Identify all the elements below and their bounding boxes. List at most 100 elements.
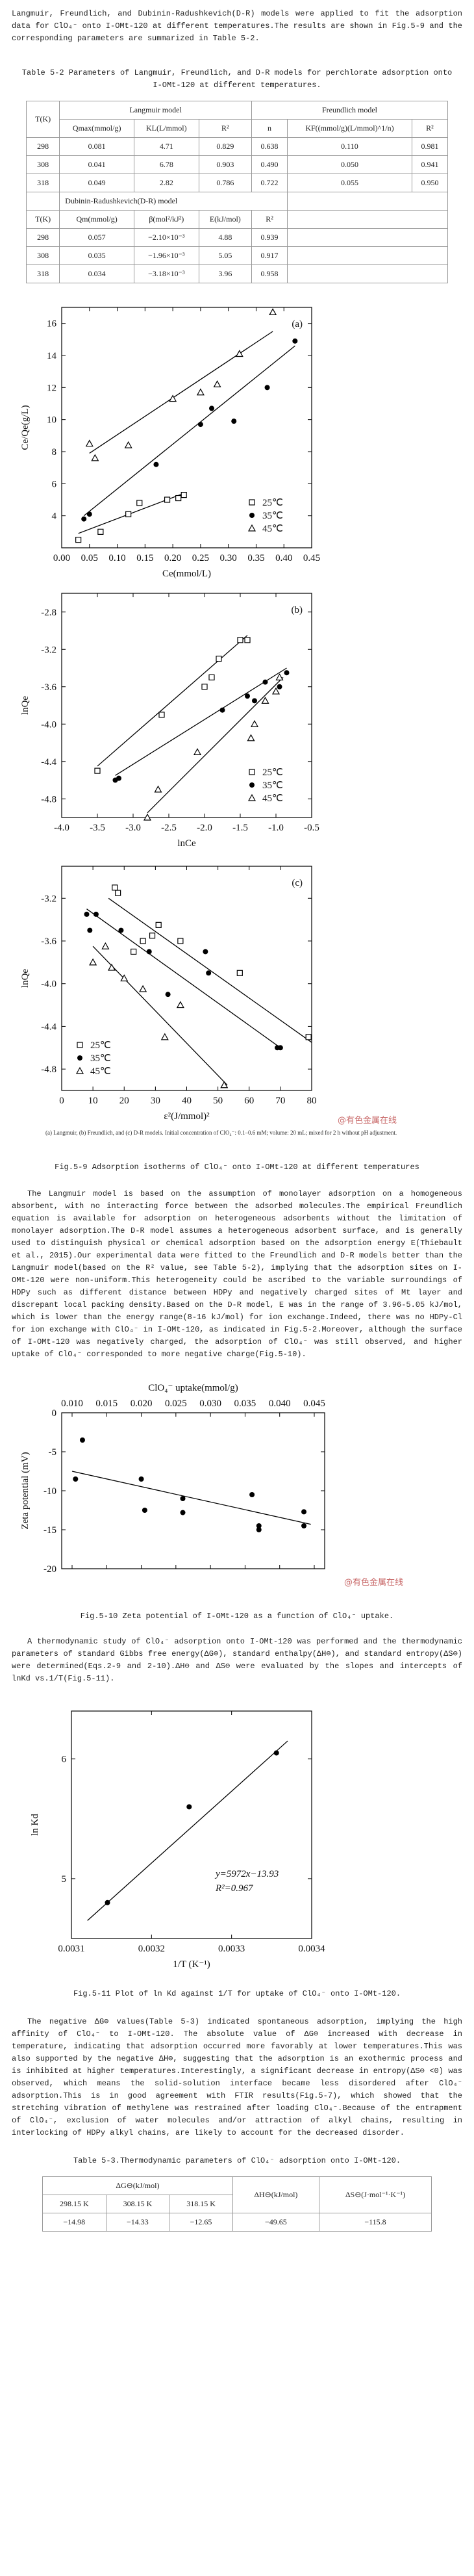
td: 0.981 [411, 137, 449, 156]
point [256, 1527, 262, 1532]
y-axis-label: ln Kd [30, 1814, 40, 1836]
td: 0.950 [411, 174, 449, 192]
plot-frame [71, 1710, 312, 1939]
y-tick-label: 5 [62, 1874, 67, 1885]
figure-5-11: 0.0031 0.0032 0.0033 0.0034 5 6 1/T (K⁻¹) ln Kd… [30, 1710, 325, 1970]
point [277, 684, 282, 689]
point [206, 970, 212, 976]
legend-marker [249, 499, 255, 506]
td: 0.722 [251, 174, 288, 192]
point [176, 1001, 184, 1009]
point [140, 938, 146, 944]
x-tick-label: 0.10 [108, 553, 125, 563]
th: KL(L/mmol) [133, 119, 199, 138]
point [177, 938, 184, 944]
point [209, 406, 214, 411]
td: 0.050 [287, 155, 412, 174]
table-caption: Table 5-2 Parameters of Langmuir, Freund… [21, 68, 453, 90]
th: R² [411, 119, 449, 138]
annotation: R²=0.967 [215, 1883, 254, 1894]
td: 0.041 [59, 155, 134, 174]
point [175, 495, 182, 502]
x-tick-label: 80 [307, 1096, 317, 1106]
td: −12.65 [169, 2213, 233, 2232]
table-row: 318 0.034 −3.18×10⁻³ 3.96 0.958 [25, 264, 448, 283]
legend-label: 25℃ [262, 767, 283, 778]
y-axis-label: Zeta potential (mV) [20, 1452, 31, 1529]
watermark: @有色金属在线 [338, 1115, 397, 1126]
point [250, 720, 259, 727]
th: E(kJ/mol) [198, 210, 252, 229]
x-tick-label: 0.035 [234, 1398, 256, 1409]
point [86, 511, 92, 517]
td: 5.05 [198, 246, 252, 265]
fit-line [147, 676, 284, 814]
td: 0.638 [251, 137, 288, 156]
td: 0.490 [251, 155, 288, 174]
panel-a: 0.00 0.05 0.10 0.15 0.20 0.25 0.30 0.35 0.40 0.45… [20, 307, 320, 579]
x-tick-label: 0.030 [199, 1398, 221, 1409]
point [180, 1496, 186, 1501]
x-tick-label: 0.05 [81, 553, 98, 563]
table-5-2: T(K) Langmuir model Freundlich model Qma… [25, 101, 449, 283]
y-tick-label: 0 [52, 1408, 57, 1419]
td: 308 [25, 155, 60, 174]
point [219, 707, 225, 713]
x-tick-label: 0.20 [164, 553, 181, 563]
point [158, 712, 165, 718]
legend-marker [247, 793, 256, 801]
table-row: 298 0.081 4.71 0.829 0.638 0.110 0.981 [25, 137, 449, 156]
x-tick-label: 0.0034 [298, 1944, 325, 1954]
th: Freundlich model [251, 101, 449, 120]
x-tick-label: 0.0032 [138, 1944, 165, 1954]
point [94, 767, 101, 774]
x-tick-label: 0.010 [61, 1398, 83, 1409]
y-tick-label: -4.4 [41, 757, 56, 767]
y-tick-label: -3.2 [41, 894, 56, 904]
x-tick-label: 10 [88, 1096, 98, 1106]
legend-marker [249, 782, 255, 788]
point [125, 511, 132, 517]
th: Qm(mmol/g) [59, 210, 134, 229]
td: −1.96×10⁻³ [133, 246, 199, 265]
point [93, 911, 99, 917]
x-tick-label: 0.40 [275, 553, 292, 563]
figure-caption: Fig.5-9 Adsorption isotherms of ClO₄⁻ on… [55, 1163, 419, 1172]
td: 4.88 [198, 228, 252, 247]
point [85, 439, 94, 447]
y-tick-label: -15 [44, 1525, 56, 1536]
td: 298 [25, 137, 60, 156]
plot-frame [61, 593, 312, 818]
legend-label: 45℃ [262, 793, 283, 804]
th: Dubinin-Radushkevich(D-R) model [59, 192, 288, 211]
td: 6.78 [133, 155, 199, 174]
table-row: 308 0.041 6.78 0.903 0.490 0.050 0.941 [25, 155, 449, 174]
td [287, 264, 448, 283]
x-tick-label: 0.0031 [58, 1944, 84, 1954]
point [269, 308, 277, 316]
point [236, 970, 243, 976]
x-tick-label: -1.5 [232, 823, 248, 833]
point [301, 1523, 307, 1528]
legend-marker [77, 1042, 83, 1048]
point [216, 656, 222, 662]
x-tick-label: -3.0 [125, 823, 141, 833]
point [120, 974, 129, 982]
td: 0.917 [251, 246, 288, 265]
fit-line [97, 635, 248, 767]
td: 0.903 [198, 155, 252, 174]
point [131, 948, 137, 955]
point [138, 1476, 144, 1482]
x-tick-label: -2.5 [161, 823, 177, 833]
td: −14.33 [105, 2213, 170, 2232]
x-tick-label: 70 [275, 1096, 285, 1106]
point [101, 942, 110, 949]
point [116, 775, 121, 781]
table-row: 298 0.057 −2.10×10⁻³ 4.88 0.939 [25, 228, 448, 247]
point [249, 1492, 255, 1497]
legend-label: 25℃ [262, 498, 283, 508]
point [112, 884, 118, 891]
point [244, 637, 251, 643]
figure-caption: Fig.5-11 Plot of ln Kd against 1/T for u… [73, 1989, 401, 1998]
fit-line [71, 1471, 311, 1525]
